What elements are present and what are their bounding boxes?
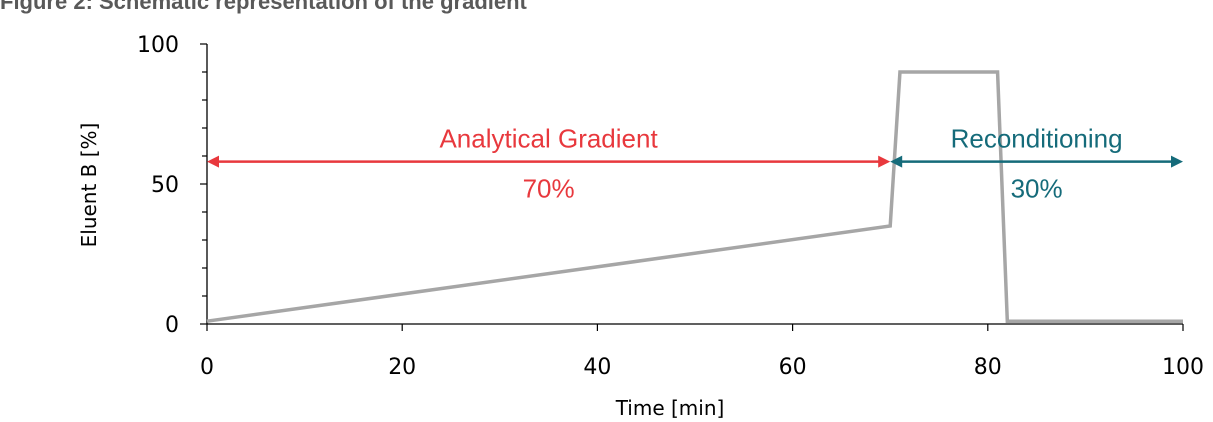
- x-tick-label: 40: [583, 355, 611, 380]
- reconditioning-percent: 30%: [1011, 174, 1063, 204]
- x-tick-label: 100: [1162, 355, 1204, 380]
- x-tick-label: 0: [200, 355, 214, 380]
- annotations-layer: Analytical Gradient 70% Reconditioning 30%: [207, 124, 1183, 204]
- reconditioning-annotation: Reconditioning 30%: [890, 124, 1183, 204]
- arrow-head-left-icon: [207, 155, 219, 168]
- y-tick-label: 100: [137, 33, 179, 58]
- reconditioning-label: Reconditioning: [951, 124, 1123, 154]
- axes: 0 50 100 0 20 40 60 80 100: [137, 33, 1204, 380]
- analytical-gradient-percent: 70%: [523, 174, 575, 204]
- x-tick-label: 20: [388, 355, 416, 380]
- x-tick-label: 60: [779, 355, 807, 380]
- arrow-head-right-icon: [878, 155, 891, 168]
- series-layer: [206, 70, 1183, 323]
- arrow-head-right-icon: [1171, 155, 1183, 168]
- analytical-gradient-label: Analytical Gradient: [439, 124, 658, 154]
- chart-title: Figure 2: Schematic representation of th…: [0, 0, 527, 14]
- x-tick-label: 80: [974, 355, 1002, 380]
- y-tick-label: 50: [151, 173, 179, 198]
- gradient-series-line: [206, 70, 1183, 323]
- analytical-gradient-annotation: Analytical Gradient 70%: [207, 124, 891, 204]
- y-axis-label: Eluent B [%]: [77, 123, 101, 248]
- y-tick-label: 0: [165, 313, 179, 338]
- arrow-head-left-icon: [890, 155, 903, 168]
- x-axis-label: Time [min]: [615, 396, 725, 420]
